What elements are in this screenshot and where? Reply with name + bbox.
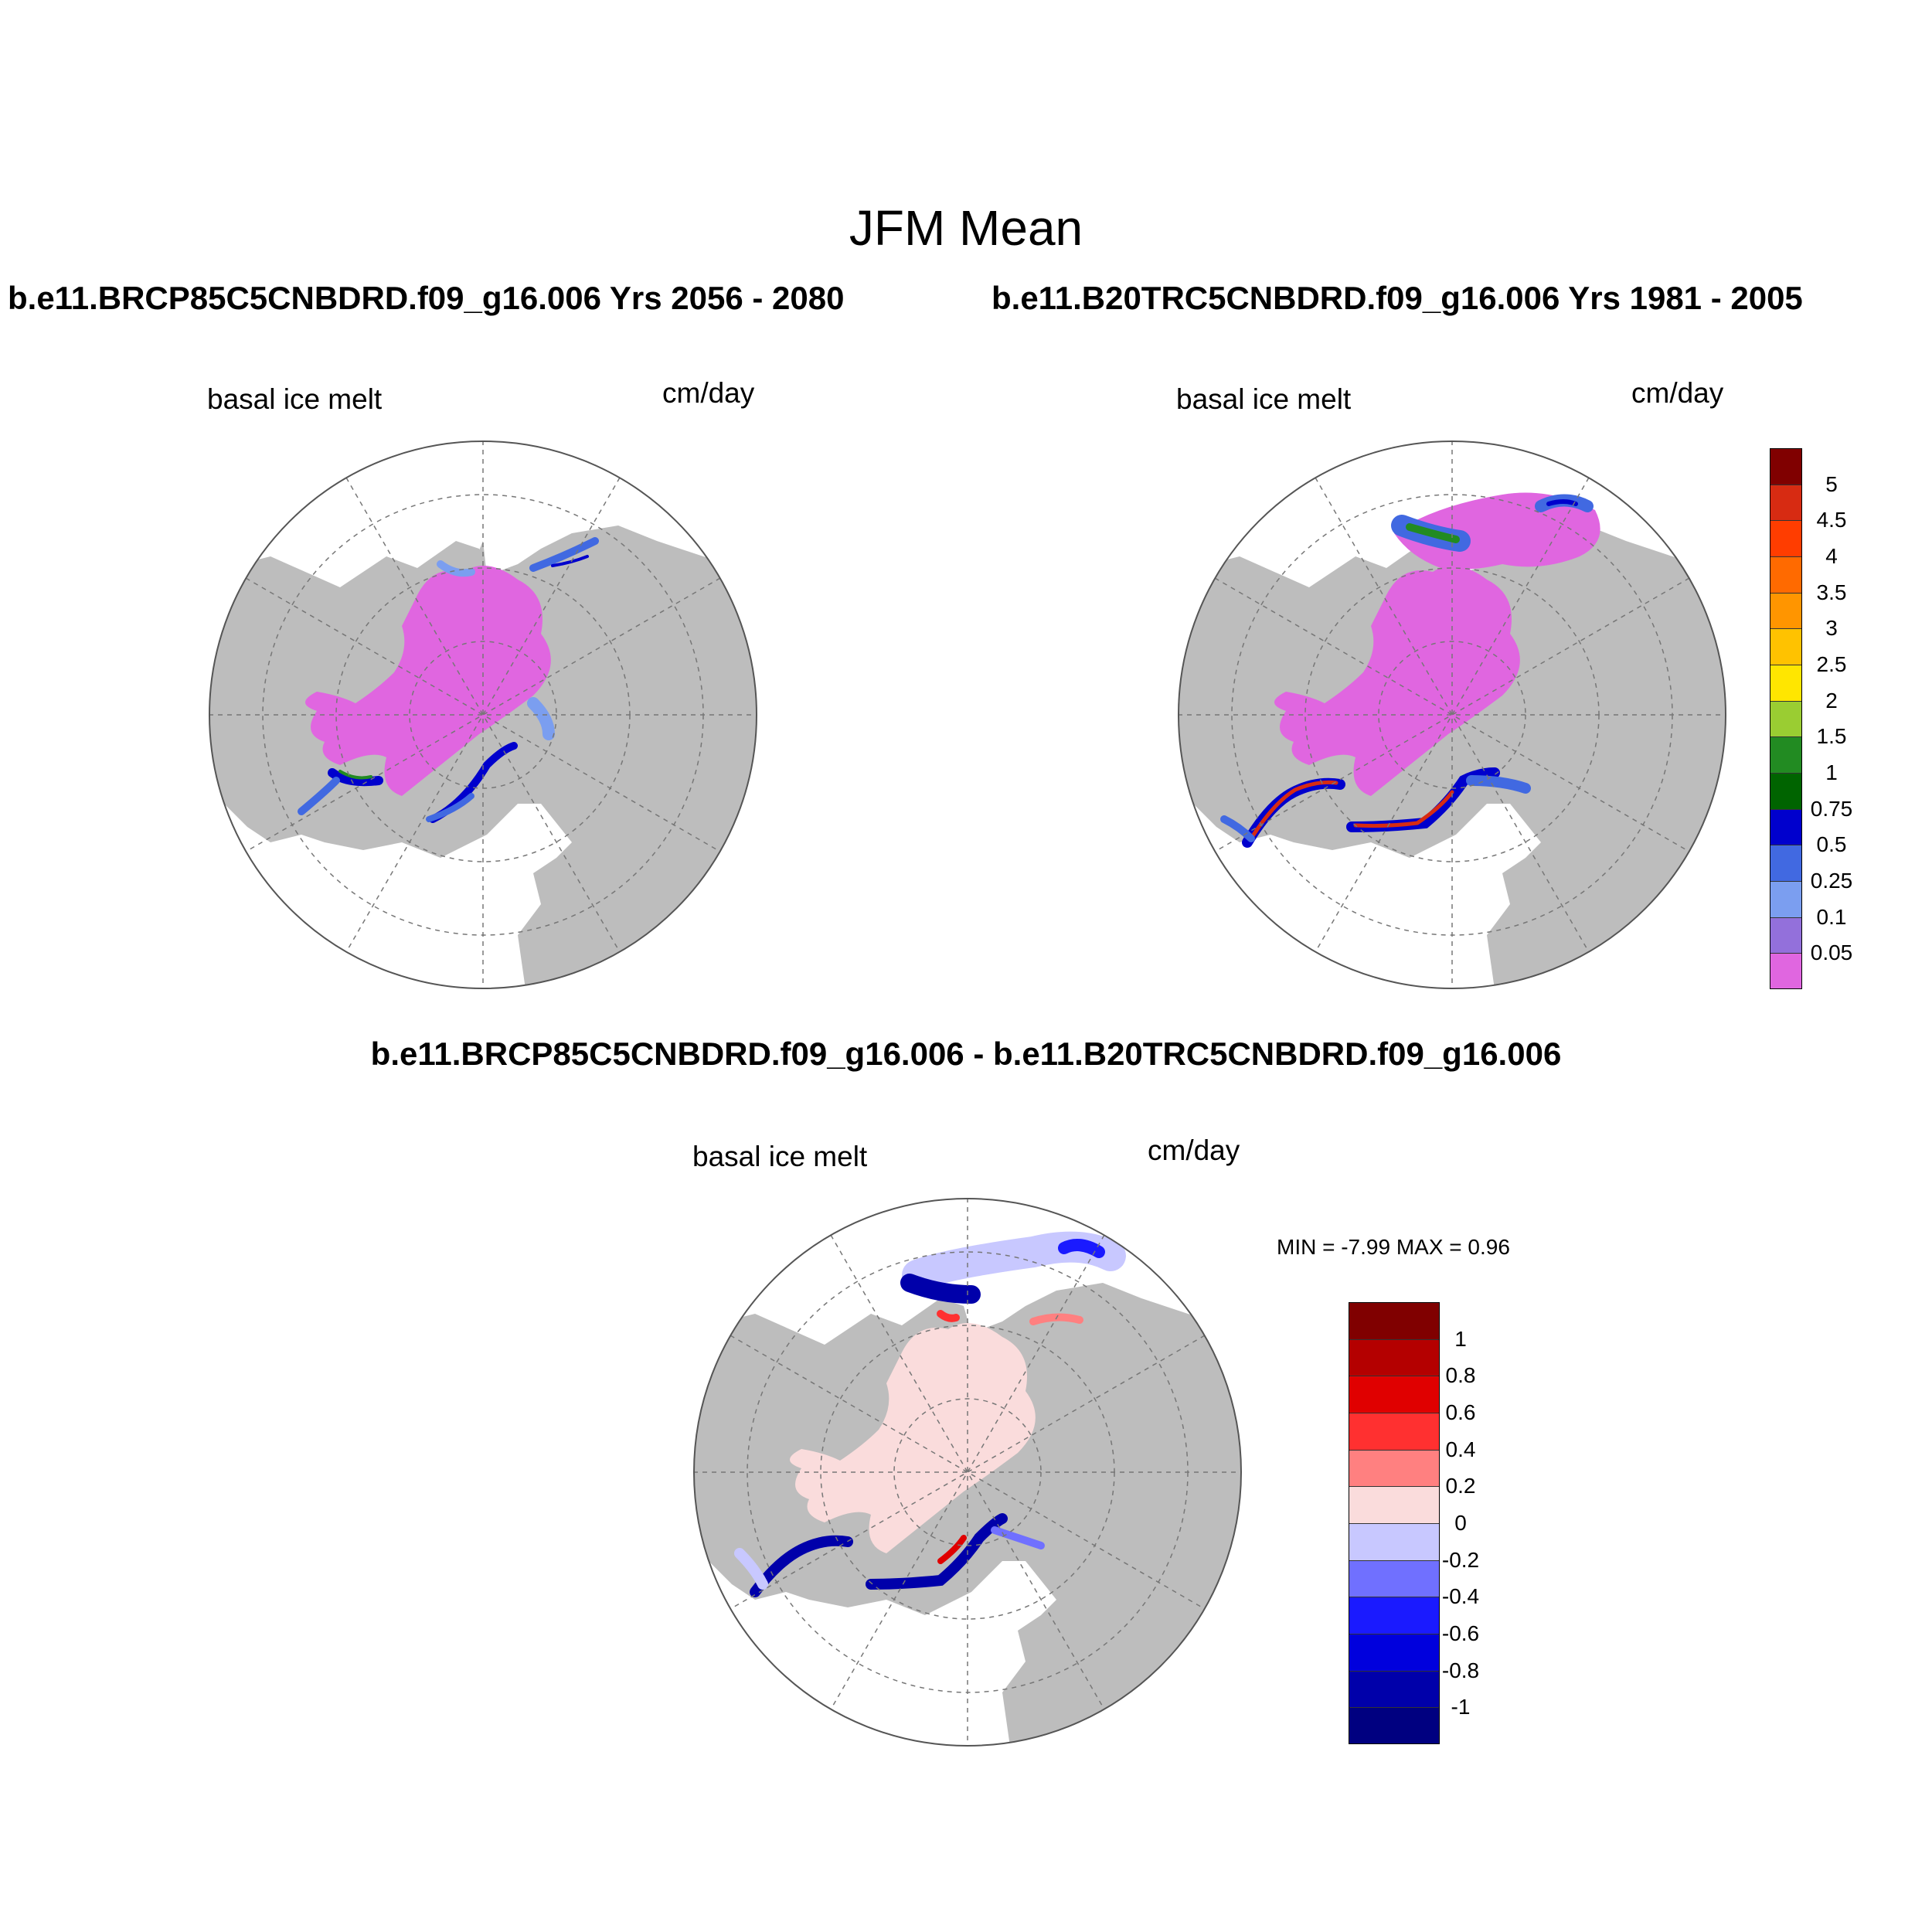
melt-zones	[298, 537, 599, 823]
colorbar-main-swatch	[1770, 484, 1802, 521]
panel-2-variable-label: basal ice melt	[1176, 383, 1352, 415]
difference-min-max: MIN = -7.99 MAX = 0.96	[1277, 1235, 1510, 1259]
melt-zones	[1220, 494, 1594, 848]
panel-1-case-title: b.e11.BRCP85C5CNBDRD.f09_g16.006 Yrs 205…	[8, 280, 845, 316]
colorbar-main-tick-label: 4	[1825, 544, 1838, 568]
colorbar-main-swatch	[1770, 556, 1802, 593]
colorbar-main-swatch	[1770, 845, 1802, 881]
colorbar-main-swatch	[1770, 953, 1802, 989]
colorbar-diff-tick-label: 0.6	[1445, 1400, 1476, 1424]
colorbar-diff-tick-label: 0.8	[1445, 1363, 1476, 1388]
colorbar-main-tick-label: 3.5	[1816, 580, 1847, 604]
colorbar-main-swatch	[1770, 881, 1802, 917]
graticule	[209, 441, 757, 988]
colorbar-main-tick-label: 0.1	[1816, 904, 1847, 929]
colorbar-diff-swatch	[1349, 1338, 1440, 1376]
colorbar-diff-swatch	[1349, 1486, 1440, 1523]
colorbar-main-tick-label: 0.05	[1810, 940, 1853, 965]
colorbar-diff-swatch	[1349, 1707, 1440, 1744]
colorbar-main-tick-label: 5	[1825, 471, 1838, 496]
colorbar-difference: 1 0.8 0.6 0.4 0.2 0 -0.2 -0.4 -0.6 -0.8 -1	[1349, 1302, 1479, 1744]
colorbar-diff-tick-label: 0	[1454, 1511, 1467, 1535]
sea-ice-low-melt	[305, 566, 551, 796]
colorbar-diff-frame	[1349, 1302, 1440, 1744]
colorbar-main-tick-label: 0.75	[1810, 796, 1853, 821]
colorbar-diff-tick-label: -0.6	[1441, 1621, 1480, 1645]
difference-title: b.e11.BRCP85C5CNBDRD.f09_g16.006 - b.e11…	[370, 1036, 1562, 1072]
colorbar-diff-tick-label: -0.4	[1441, 1584, 1480, 1609]
colorbar-diff-swatch	[1349, 1634, 1440, 1671]
difference-variable-label: basal ice melt	[692, 1141, 868, 1172]
graticule	[1179, 441, 1726, 988]
map-panel-1	[209, 440, 757, 989]
colorbar-main-swatch	[1770, 665, 1802, 701]
colorbar-diff-tick-label: -1	[1451, 1695, 1471, 1719]
colorbar-main-frame	[1770, 448, 1802, 989]
colorbar-main-swatch	[1770, 808, 1802, 845]
map-difference	[693, 1198, 1242, 1747]
panel-1-variable-label: basal ice melt	[207, 383, 383, 415]
colorbar-main-swatch	[1770, 592, 1802, 629]
colorbar-diff-tick-label: 0.2	[1445, 1474, 1476, 1498]
sea-ice-low-melt	[1274, 492, 1600, 796]
colorbar-diff-tick-label: -0.2	[1441, 1547, 1480, 1572]
colorbar-main-tick-label: 0.25	[1810, 869, 1853, 893]
colorbar-main-swatch	[1770, 773, 1802, 809]
colorbar-diff-swatch	[1349, 1523, 1440, 1560]
colorbar-main-tick-label: 1	[1825, 760, 1838, 784]
figure-title: JFM Mean	[849, 200, 1083, 256]
near-zero-change	[790, 1323, 1036, 1553]
panel-2-case-title: b.e11.B20TRC5CNBDRD.f09_g16.006 Yrs 1981…	[992, 280, 1803, 316]
colorbar-diff-swatch	[1349, 1449, 1440, 1487]
colorbar-main-tick-label: 1.5	[1816, 724, 1847, 749]
colorbar-diff-swatch	[1349, 1413, 1440, 1450]
colorbar-main-tick-label: 2	[1825, 688, 1838, 713]
colorbar-main-tick-label: 0.5	[1816, 832, 1847, 857]
difference-units-label: cm/day	[1148, 1134, 1240, 1166]
colorbar-main-swatch	[1770, 628, 1802, 665]
colorbar-diff-tick-label: 1	[1454, 1326, 1467, 1351]
colorbar-main-swatch	[1770, 917, 1802, 954]
panel-1-units-label: cm/day	[662, 377, 755, 409]
graticule	[694, 1199, 1241, 1746]
change-zones	[734, 1231, 1126, 1597]
colorbar-diff-swatch	[1349, 1670, 1440, 1708]
colorbar-diff-swatch	[1349, 1376, 1440, 1413]
colorbar-main-tick-label: 2.5	[1816, 652, 1847, 676]
colorbar-diff-tick-label: -0.8	[1441, 1658, 1480, 1682]
colorbar-main-tick-label: 4.5	[1816, 508, 1847, 532]
map-panel-2	[1178, 440, 1726, 989]
colorbar-main-swatch	[1770, 520, 1802, 556]
colorbar-diff-tick-label: 0.4	[1445, 1437, 1476, 1461]
colorbar-main-swatch	[1770, 700, 1802, 737]
colorbar-main-swatch	[1770, 736, 1802, 773]
colorbar-diff-swatch	[1349, 1597, 1440, 1634]
colorbar-main-tick-label: 3	[1825, 616, 1838, 641]
colorbar-main-swatch	[1770, 448, 1802, 485]
colorbar-main: 5 4.5 4 3.5 3 2.5 2 1.5 1 0.75 0.5 0.25 0.1 0.05	[1770, 448, 1852, 989]
colorbar-diff-swatch	[1349, 1560, 1440, 1597]
panel-2-units-label: cm/day	[1631, 377, 1724, 409]
